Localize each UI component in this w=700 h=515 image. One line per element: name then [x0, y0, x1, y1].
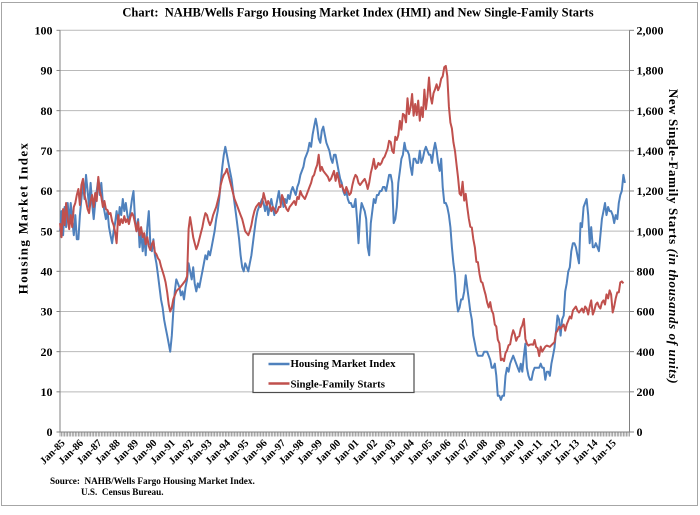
svg-text:Source: NAHB/Wells Fargo Hous: Source: NAHB/Wells Fargo Housing Market …: [50, 476, 255, 486]
svg-text:600: 600: [637, 305, 655, 319]
svg-text:1,400: 1,400: [637, 144, 664, 158]
svg-text:200: 200: [637, 385, 655, 399]
svg-text:1,000: 1,000: [637, 224, 664, 238]
svg-text:10: 10: [41, 385, 53, 399]
svg-text:1,600: 1,600: [637, 104, 664, 118]
svg-text:400: 400: [637, 345, 655, 359]
svg-text:20: 20: [41, 345, 53, 359]
svg-text:70: 70: [41, 144, 53, 158]
svg-text:Single-Family Starts: Single-Family Starts: [291, 379, 385, 391]
svg-text:New Single-Family Starts (in t: New Single-Family Starts (in thousands o…: [666, 89, 681, 384]
svg-text:90: 90: [41, 64, 53, 78]
svg-text:800: 800: [637, 265, 655, 279]
svg-text:40: 40: [41, 265, 53, 279]
svg-text:Chart: NAHB/Wells Fargo Housi: Chart: NAHB/Wells Fargo Housing Market I…: [122, 6, 593, 20]
svg-text:80: 80: [41, 104, 53, 118]
svg-text:0: 0: [47, 425, 53, 439]
svg-text:50: 50: [41, 224, 53, 238]
svg-text:1,200: 1,200: [637, 184, 664, 198]
svg-text:0: 0: [637, 425, 643, 439]
svg-text:2,000: 2,000: [637, 24, 664, 38]
svg-text:Housing Market Index: Housing Market Index: [291, 358, 397, 370]
svg-text:30: 30: [41, 305, 53, 319]
svg-text:100: 100: [35, 24, 53, 38]
svg-text:60: 60: [41, 184, 53, 198]
svg-text:U.S. Census Bureau.: U.S. Census Bureau.: [81, 487, 164, 497]
svg-text:Housing Market Index: Housing Market Index: [16, 142, 31, 294]
svg-text:1,800: 1,800: [637, 64, 664, 78]
